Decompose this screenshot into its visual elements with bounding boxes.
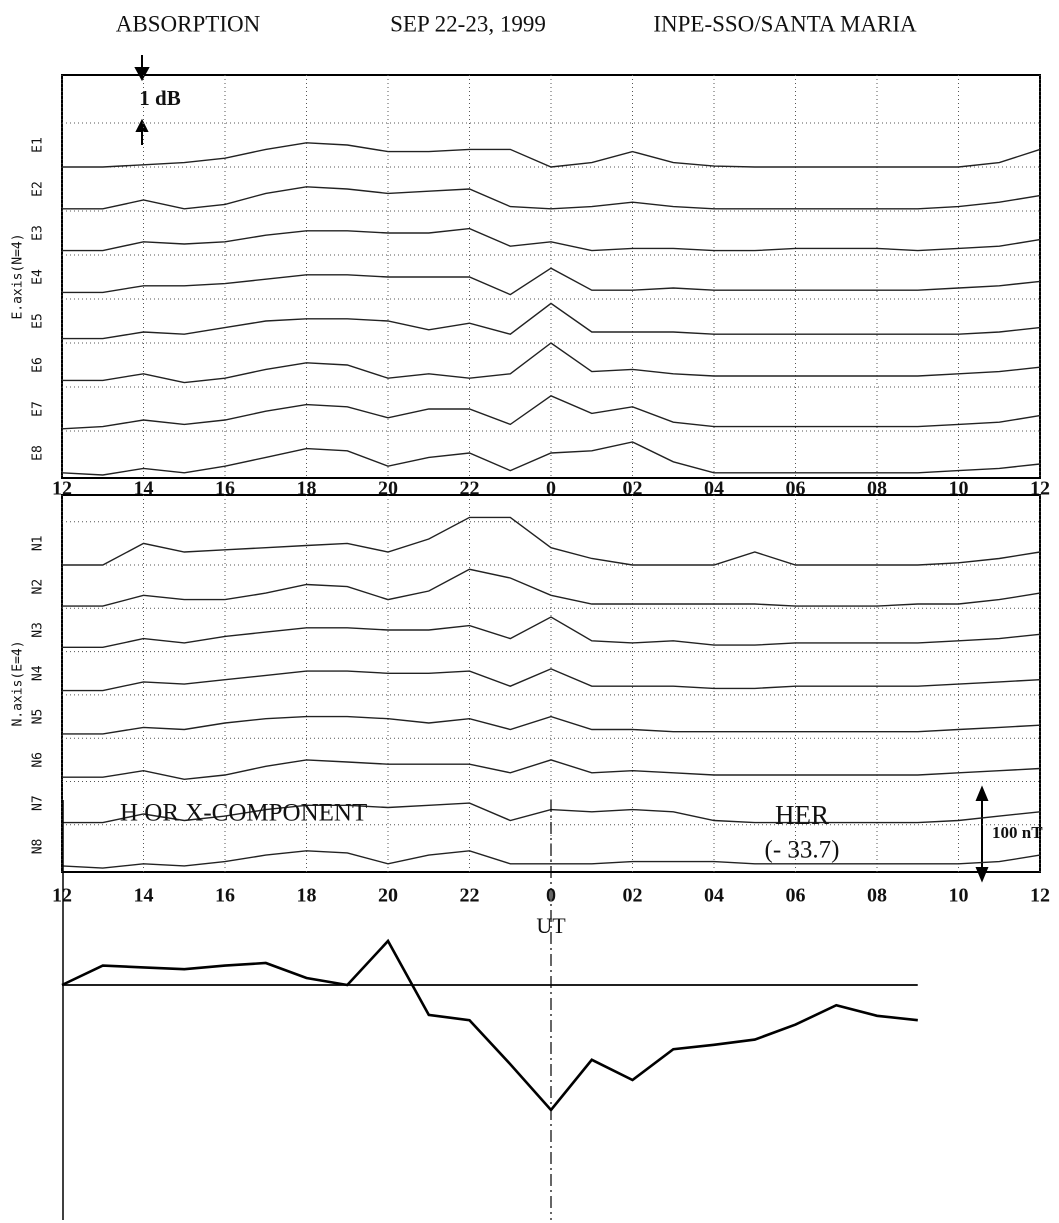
x-tick-label: 22 xyxy=(460,885,480,907)
trace xyxy=(62,227,1041,252)
trace xyxy=(62,759,1041,781)
scale-annotation: 1 dB xyxy=(139,86,180,110)
x-tick-label: 16 xyxy=(215,885,235,907)
series-label: N1 xyxy=(31,536,46,552)
trace xyxy=(61,850,1041,869)
trace xyxy=(62,668,1041,692)
x-tick-label: 10 xyxy=(949,885,969,907)
x-tick-label: 02 xyxy=(623,478,643,500)
scale-label: 100 nT xyxy=(992,823,1043,842)
trace xyxy=(62,516,1041,566)
trace xyxy=(62,616,1041,648)
header-left: ABSORPTION xyxy=(116,11,261,36)
x-tick-label: 0 xyxy=(546,478,556,500)
x-tick-label: 14 xyxy=(134,885,154,907)
x-tick-label: 22 xyxy=(460,478,480,500)
header-center: SEP 22-23, 1999 xyxy=(390,11,546,36)
trace xyxy=(62,715,1041,735)
x-tick-label: 16 xyxy=(215,478,235,500)
x-tick-label: 04 xyxy=(704,885,724,907)
series-label: E1 xyxy=(31,137,46,153)
trace xyxy=(61,441,1041,476)
series-label: E5 xyxy=(31,313,46,329)
series-label: E6 xyxy=(31,357,46,373)
series-label: E4 xyxy=(31,269,46,285)
series-label: N6 xyxy=(31,752,46,768)
trace xyxy=(62,568,1041,607)
series-label: N5 xyxy=(31,709,46,725)
series-label: N8 xyxy=(31,839,46,855)
nt-scale xyxy=(975,785,989,883)
series-label: E3 xyxy=(31,225,46,241)
x-tick-label: 14 xyxy=(134,478,154,500)
x-tick-label: 06 xyxy=(786,885,806,907)
panel-title: H OR X-COMPONENT xyxy=(120,800,367,827)
x-tick-label: 18 xyxy=(297,885,317,907)
series-label: E8 xyxy=(31,445,46,461)
station-subtitle: (- 33.7) xyxy=(765,837,840,864)
trace xyxy=(62,267,1041,296)
x-tick-label: 20 xyxy=(378,885,398,907)
station-label: HER xyxy=(775,800,829,830)
trace xyxy=(62,302,1041,340)
header-right: INPE-SSO/SANTA MARIA xyxy=(653,11,917,36)
series-label: N2 xyxy=(31,579,46,595)
series-label: N4 xyxy=(31,665,46,681)
x-tick-label: 18 xyxy=(297,478,317,500)
trace xyxy=(62,186,1041,210)
y-axis-label: E.axis(N=4) xyxy=(11,233,26,319)
trace xyxy=(62,142,1041,168)
x-tick-label: 20 xyxy=(378,478,398,500)
y-axis-label: N.axis(E=4) xyxy=(11,640,26,726)
x-tick-label: 08 xyxy=(867,885,887,907)
x-tick-label: 10 xyxy=(949,478,969,500)
x-tick-label: 02 xyxy=(623,885,643,907)
x-tick-label: 08 xyxy=(867,478,887,500)
series-label: E7 xyxy=(31,401,46,417)
series-label: N3 xyxy=(31,622,46,638)
trace xyxy=(61,395,1041,430)
series-label: N7 xyxy=(31,795,46,811)
trace xyxy=(61,938,918,1113)
x-tick-label: 12 xyxy=(1030,885,1050,907)
x-tick-label: 04 xyxy=(704,478,724,500)
db-scale xyxy=(134,55,150,145)
trace xyxy=(62,342,1041,384)
x-tick-label: 06 xyxy=(786,478,806,500)
series-label: E2 xyxy=(31,181,46,197)
x-tick-label: 12 xyxy=(52,885,72,907)
